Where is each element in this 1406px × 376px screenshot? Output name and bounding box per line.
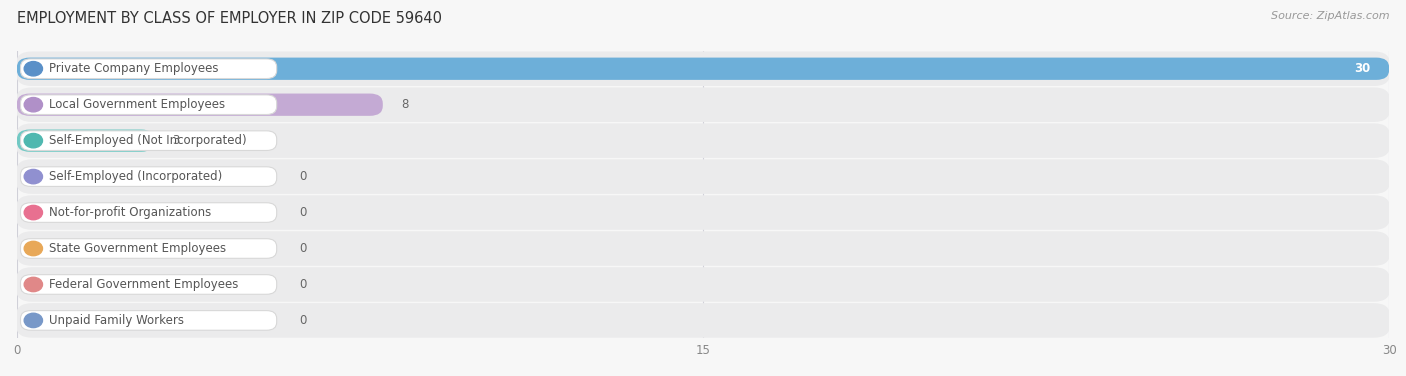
- FancyBboxPatch shape: [15, 88, 1391, 122]
- Text: Self-Employed (Not Incorporated): Self-Employed (Not Incorporated): [49, 134, 246, 147]
- FancyBboxPatch shape: [21, 95, 277, 115]
- Text: 0: 0: [299, 170, 307, 183]
- Text: 30: 30: [1354, 62, 1371, 75]
- Text: 0: 0: [299, 278, 307, 291]
- FancyBboxPatch shape: [21, 274, 277, 294]
- FancyBboxPatch shape: [21, 239, 277, 258]
- Text: Unpaid Family Workers: Unpaid Family Workers: [49, 314, 184, 327]
- FancyBboxPatch shape: [15, 159, 1391, 194]
- Text: State Government Employees: State Government Employees: [49, 242, 226, 255]
- Text: Federal Government Employees: Federal Government Employees: [49, 278, 238, 291]
- FancyBboxPatch shape: [17, 129, 155, 152]
- Text: Source: ZipAtlas.com: Source: ZipAtlas.com: [1271, 11, 1389, 21]
- FancyBboxPatch shape: [21, 203, 277, 222]
- Text: Local Government Employees: Local Government Employees: [49, 98, 225, 111]
- Circle shape: [24, 170, 42, 184]
- Text: Not-for-profit Organizations: Not-for-profit Organizations: [49, 206, 211, 219]
- Text: 8: 8: [401, 98, 409, 111]
- Circle shape: [24, 313, 42, 327]
- FancyBboxPatch shape: [15, 123, 1391, 158]
- Circle shape: [24, 205, 42, 220]
- Circle shape: [24, 241, 42, 256]
- Circle shape: [24, 97, 42, 112]
- Text: 0: 0: [299, 314, 307, 327]
- FancyBboxPatch shape: [15, 195, 1391, 230]
- Text: EMPLOYMENT BY CLASS OF EMPLOYER IN ZIP CODE 59640: EMPLOYMENT BY CLASS OF EMPLOYER IN ZIP C…: [17, 11, 441, 26]
- FancyBboxPatch shape: [17, 58, 1389, 80]
- FancyBboxPatch shape: [15, 303, 1391, 338]
- Circle shape: [24, 133, 42, 148]
- Text: 0: 0: [299, 242, 307, 255]
- Circle shape: [24, 277, 42, 292]
- Text: Private Company Employees: Private Company Employees: [49, 62, 218, 75]
- FancyBboxPatch shape: [15, 52, 1391, 86]
- Text: Self-Employed (Incorporated): Self-Employed (Incorporated): [49, 170, 222, 183]
- Circle shape: [24, 62, 42, 76]
- FancyBboxPatch shape: [17, 94, 382, 116]
- FancyBboxPatch shape: [15, 267, 1391, 302]
- FancyBboxPatch shape: [21, 131, 277, 150]
- FancyBboxPatch shape: [21, 59, 277, 79]
- FancyBboxPatch shape: [21, 167, 277, 186]
- FancyBboxPatch shape: [15, 231, 1391, 266]
- FancyBboxPatch shape: [21, 311, 277, 330]
- Text: 0: 0: [299, 206, 307, 219]
- Text: 3: 3: [173, 134, 180, 147]
